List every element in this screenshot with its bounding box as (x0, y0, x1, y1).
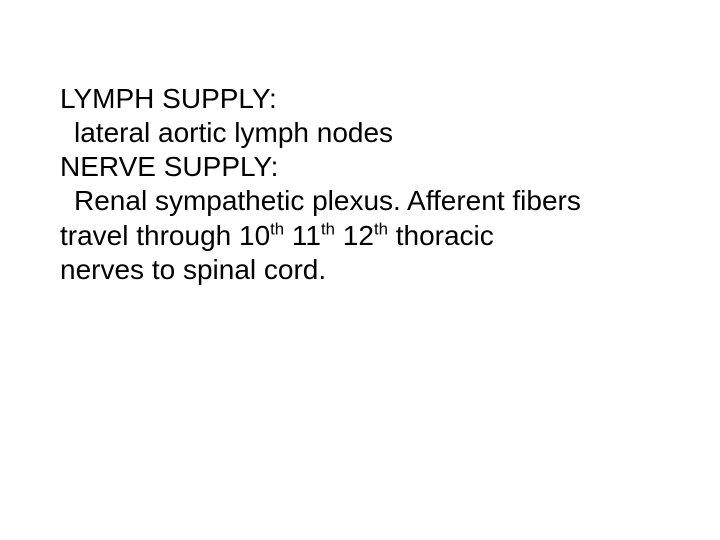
text-line-6: nerves to spinal cord. (60, 253, 660, 287)
text-line-3: NERVE SUPPLY: (60, 150, 660, 184)
superscript: th (321, 219, 335, 238)
text-line-1: LYMPH SUPPLY: (60, 82, 660, 116)
text-line-4: Renal sympathetic plexus. Afferent fiber… (60, 184, 660, 218)
slide-text-block: LYMPH SUPPLY: lateral aortic lymph nodes… (60, 82, 660, 287)
text-fragment: travel through 10 (60, 220, 270, 251)
slide: LYMPH SUPPLY: lateral aortic lymph nodes… (0, 0, 720, 540)
text-line-5: travel through 10th 11th 12th thoracic (60, 219, 660, 253)
text-fragment: thoracic (388, 220, 494, 251)
superscript: th (270, 219, 284, 238)
text-fragment: 12 (335, 220, 374, 251)
text-fragment: 11 (284, 220, 321, 251)
superscript: th (374, 219, 388, 238)
text-line-2: lateral aortic lymph nodes (60, 116, 660, 150)
